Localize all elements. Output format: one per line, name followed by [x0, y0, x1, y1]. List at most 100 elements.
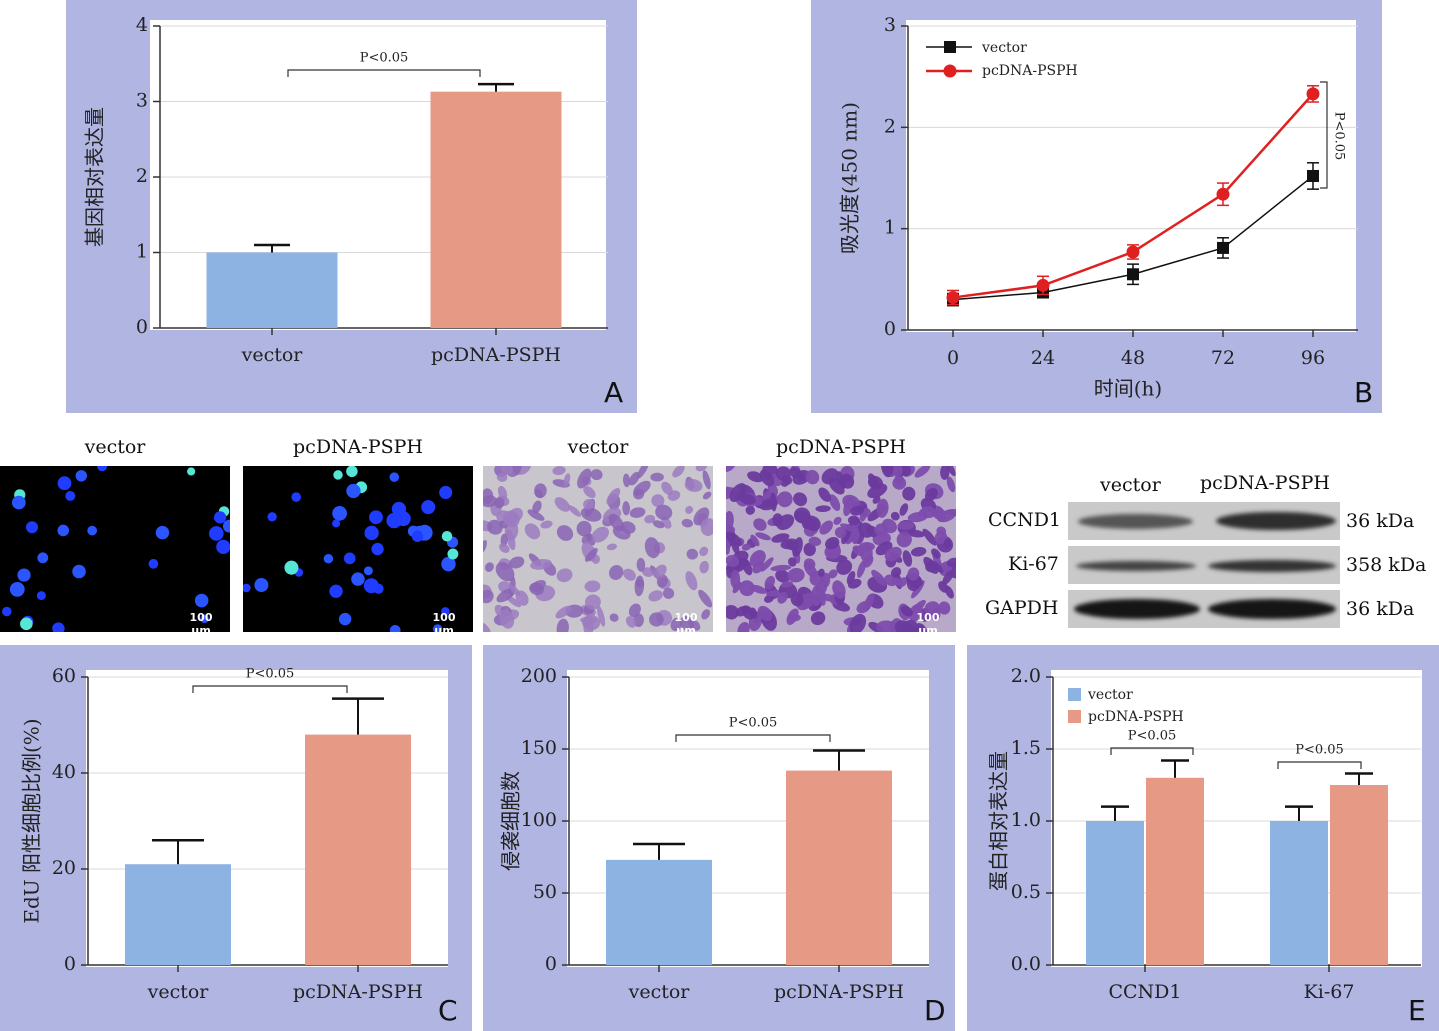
x-tick-label: vector — [147, 981, 210, 1003]
stained-cell — [920, 506, 937, 519]
stained-cell — [552, 466, 566, 476]
wb-band — [1074, 599, 1200, 619]
stained-cell — [890, 567, 902, 578]
stained-cell — [776, 514, 795, 531]
stained-cell — [819, 593, 838, 602]
wb-strip-ccnd1 — [1068, 502, 1340, 540]
stained-cell — [622, 473, 631, 488]
stained-cell — [701, 609, 711, 620]
stained-cell — [652, 520, 665, 529]
stained-cell — [750, 534, 760, 547]
data-point — [1127, 268, 1139, 281]
stained-cell — [850, 505, 865, 516]
stained-cell — [777, 491, 793, 508]
nucleus — [346, 483, 361, 499]
stained-cell — [580, 507, 602, 522]
stained-cell — [498, 609, 515, 629]
stained-cell — [745, 505, 755, 515]
stained-cell — [931, 548, 941, 559]
nucleus — [72, 564, 86, 579]
nucleus — [194, 593, 209, 608]
stained-cell — [483, 589, 494, 604]
nucleus — [389, 472, 400, 482]
stained-cell — [897, 577, 908, 588]
stained-cell — [726, 487, 735, 497]
edu-pspH-caption: pcDNA-PSPH — [293, 436, 423, 458]
stained-cell — [815, 505, 831, 512]
nucleus — [441, 556, 456, 572]
data-point — [1126, 245, 1140, 259]
wb-band — [1208, 560, 1336, 572]
data-point — [946, 291, 960, 305]
stained-cell — [735, 605, 749, 617]
y-tick-label: 1.5 — [1011, 737, 1041, 759]
y-tick-label: 2 — [884, 115, 896, 137]
panel-letter-e: E — [1408, 994, 1426, 1027]
nucleus — [26, 521, 39, 534]
panel-letter-b: B — [1354, 376, 1374, 409]
stained-cell — [532, 500, 542, 514]
significance-bracket-label: P<0.05 — [1332, 112, 1347, 161]
stained-cell — [805, 469, 820, 485]
stained-cell — [945, 508, 956, 517]
wb-strip-gapdh — [1068, 590, 1340, 628]
wb-strip-ki67 — [1068, 546, 1340, 584]
stained-cell — [803, 542, 816, 557]
inv-pspH-image: 100 μm — [726, 466, 956, 632]
bar — [1086, 821, 1144, 965]
stained-cell — [944, 585, 954, 599]
stained-cell — [662, 587, 675, 599]
stained-cell — [606, 488, 621, 505]
stained-cell — [737, 622, 750, 632]
nucleus — [343, 552, 356, 565]
x-tick-label: pcDNA-PSPH — [293, 981, 423, 1003]
stained-cell — [781, 474, 793, 485]
y-tick-label: 0 — [545, 953, 557, 975]
data-point — [1217, 241, 1229, 254]
stained-cell — [803, 558, 816, 570]
stained-cell — [787, 567, 805, 583]
nucleus — [329, 584, 343, 598]
bar — [1146, 777, 1204, 965]
bar — [206, 252, 338, 328]
stained-cell — [527, 509, 545, 521]
y-tick-label: 200 — [521, 665, 557, 687]
stained-cell — [699, 546, 709, 557]
stained-cell — [836, 559, 853, 575]
stained-cell — [609, 565, 624, 580]
nucleus — [75, 470, 87, 482]
y-tick-label: 0 — [136, 316, 148, 338]
nucleus — [323, 553, 334, 564]
legend-label: vector — [1087, 687, 1133, 703]
x-tick-label: CCND1 — [1108, 981, 1181, 1003]
stained-cell — [554, 497, 571, 512]
y-tick-label: 2.0 — [1011, 665, 1041, 687]
stained-cell — [860, 543, 873, 563]
stained-cell — [670, 617, 683, 631]
stained-cell — [825, 537, 840, 550]
stained-cell — [555, 605, 572, 619]
stained-cell — [661, 481, 673, 495]
edu-vector-image: 100 μm — [0, 466, 230, 632]
legend-label: pcDNA-PSPH — [1088, 709, 1184, 725]
stained-cell — [750, 584, 767, 594]
inv-vector-image: 100 μm — [483, 466, 713, 632]
stained-cell — [651, 494, 665, 508]
stained-cell — [726, 555, 740, 567]
significance-bracket — [1320, 81, 1328, 189]
nucleus — [333, 470, 343, 480]
bar — [1330, 785, 1388, 965]
stained-cell — [585, 548, 598, 562]
stained-cell — [762, 490, 772, 501]
nucleus — [439, 485, 453, 500]
stained-cell — [620, 521, 636, 534]
nucleus — [371, 542, 384, 556]
edu-pspH-image: 100 μm — [243, 466, 473, 632]
stained-cell — [858, 522, 874, 538]
significance-bracket — [1277, 761, 1362, 769]
stained-cell — [749, 550, 766, 568]
stained-cell — [685, 505, 694, 514]
edu-vector-caption: vector — [84, 436, 146, 458]
stained-cell — [534, 483, 547, 499]
stained-cell — [849, 613, 867, 632]
